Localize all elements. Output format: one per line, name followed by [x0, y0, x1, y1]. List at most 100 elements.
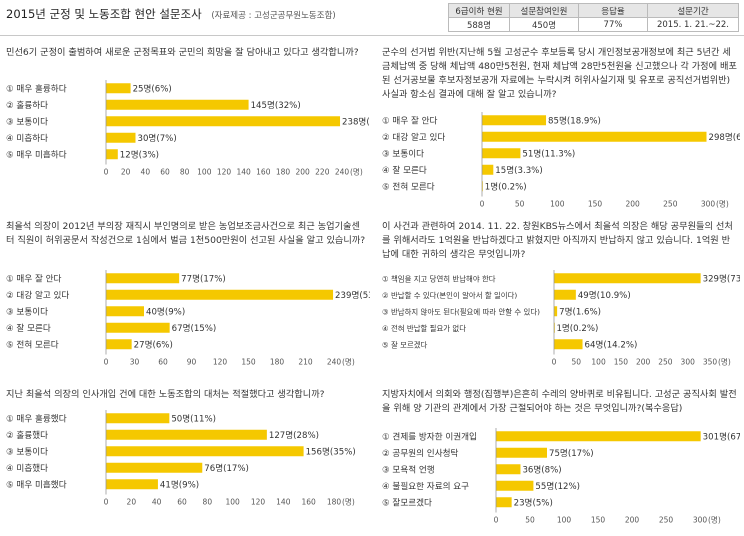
category-label: ① 매우 훌륭하다	[6, 82, 67, 94]
bar	[106, 83, 131, 94]
data-label: 27명(6%)	[134, 339, 173, 350]
bar-chart: ① 매우 잘 안다 77명(17%) ② 대강 알고 있다 239명(53%) ③ 보통…	[6, 270, 385, 367]
data-label: 238명(53%)	[342, 116, 370, 127]
title-text: 2015년 군정 및 노동조합 현안 설문조사	[6, 7, 202, 21]
data-label: 40명(9%)	[146, 306, 185, 317]
question-text: 최을석 의장이 2012년 부의장 재직시 부인명의로 받은 농업보조금사건으로…	[6, 221, 366, 246]
info-value-cell: 2015. 1. 21.~22.	[647, 17, 739, 32]
category-label: ① 매우 잘 안다	[382, 114, 438, 126]
x-tick-label: 200	[626, 200, 641, 209]
data-label: 76명(17%)	[204, 463, 249, 474]
x-tick-label: 80	[203, 498, 213, 507]
category-label: ③ 보통이다	[382, 148, 424, 159]
x-axis-unit: (명)	[716, 199, 729, 209]
bar	[482, 164, 494, 175]
x-tick-label: 90	[187, 358, 197, 367]
data-label: 298명(66.2%)	[708, 132, 740, 143]
category-label: ② 공무원의 인사청탁	[382, 447, 459, 459]
category-label: ③ 반납하지 않아도 된다(필요에 따라 안할 수 있다)	[382, 307, 540, 316]
data-label: 127명(28%)	[269, 430, 319, 441]
x-tick-label: 50	[525, 516, 535, 525]
data-label: 67명(15%)	[172, 323, 217, 334]
category-label: ① 매우 훌륭했다	[6, 412, 67, 424]
bar	[496, 447, 547, 458]
bar-chart: ① 견제를 방자한 이권개입 301명(67%) ② 공무원의 인사청탁 75명(17…	[382, 428, 744, 525]
x-tick-label: 180	[270, 358, 285, 367]
info-header-row: 6급이하 현원 설문참여인원 응답율 설문기간	[448, 3, 739, 18]
bar	[106, 273, 180, 284]
chart-area: ① 책임을 지고 당연히 반납해야 한다 329명(73.1%) ② 반납할 수 있…	[382, 268, 744, 378]
bar	[106, 429, 267, 440]
category-label: ① 견제를 방자한 이권개입	[382, 430, 477, 442]
category-label: ① 책임을 지고 당연히 반납해야 한다	[382, 274, 496, 283]
x-tick-label: 200	[636, 358, 651, 367]
x-tick-label: 240	[335, 168, 350, 177]
x-tick-label: 0	[552, 358, 557, 367]
x-tick-label: 200	[296, 168, 311, 177]
bar-chart: ① 매우 잘 안다 85명(18.9%) ② 대강 알고 있다 298명(66.2%)…	[382, 112, 744, 209]
category-label: ② 훌륭하다	[6, 99, 48, 111]
bar-chart: ① 책임을 지고 당연히 반납해야 한다 329명(73.1%) ② 반납할 수 있…	[382, 270, 744, 367]
bar	[106, 339, 132, 350]
x-tick-label: 0	[104, 358, 109, 367]
category-label: ④ 전혀 반납할 필요가 없다	[382, 324, 466, 333]
data-label: 23명(5%)	[514, 497, 553, 508]
question-text: 지난 최을석 의장의 인사개입 건에 대한 노동조합의 대처는 적절했다고 생각…	[6, 389, 325, 400]
x-tick-label: 300	[681, 358, 696, 367]
x-tick-label: 350	[703, 358, 718, 367]
x-tick-label: 150	[614, 358, 629, 367]
bar	[554, 273, 701, 284]
category-label: ② 대강 알고 있다	[6, 289, 69, 301]
bar	[106, 413, 170, 424]
bar	[554, 339, 583, 350]
survey-panel-3: 최을석 의장이 2012년 부의장 재직시 부인명의로 받은 농업보조금사건으로…	[6, 220, 385, 367]
x-tick-label: 120	[251, 498, 266, 507]
x-tick-label: 100	[550, 200, 565, 209]
bar	[106, 289, 334, 300]
x-tick-label: 100	[197, 168, 212, 177]
category-label: ① 매우 잘 안다	[6, 272, 62, 284]
x-tick-label: 160	[302, 498, 317, 507]
bar	[106, 132, 136, 143]
data-label: 64명(14.2%)	[585, 339, 638, 350]
x-tick-label: 30	[130, 358, 140, 367]
x-tick-label: 100	[591, 358, 606, 367]
x-tick-label: 250	[659, 516, 674, 525]
info-value-cell: 450명	[509, 17, 579, 32]
bar-chart: ① 매우 훌륭하다 25명(6%) ② 훌륭하다 145명(32%) ③ 보통이다 238…	[6, 80, 392, 177]
x-tick-label: 300	[701, 200, 716, 209]
category-label: ④ 불필요한 자료의 요구	[382, 480, 469, 492]
data-label: 239명(53%)	[335, 290, 370, 301]
info-header-cell: 6급이하 현원	[448, 3, 510, 18]
x-tick-label: 50	[515, 200, 525, 209]
data-label: 301명(67%)	[703, 431, 740, 442]
x-tick-label: 240	[327, 358, 342, 367]
chart-area: ① 매우 잘 안다 85명(18.9%) ② 대강 알고 있다 298명(66.2%)…	[382, 110, 744, 220]
category-label: ⑤ 매우 미흡하다	[6, 148, 67, 160]
category-label: ② 훌륭했다	[6, 429, 48, 441]
category-label: ⑤ 매우 미흡했다	[6, 478, 67, 490]
bar	[496, 497, 512, 508]
data-label: 156명(35%)	[306, 446, 356, 457]
chart-area: ① 매우 훌륭하다 25명(6%) ② 훌륭하다 145명(32%) ③ 보통이다 238…	[6, 78, 392, 188]
x-tick-label: 80	[180, 168, 190, 177]
bar	[106, 99, 249, 110]
bar	[106, 149, 118, 160]
chart-area: ① 매우 훌륭했다 50명(11%) ② 훌륭했다 127명(28%) ③ 보통이다 15…	[6, 408, 370, 518]
question-text: 군수의 선거법 위반(지난해 5월 고성군수 후보등록 당시 개인정보공개정보에…	[382, 47, 737, 100]
data-label: 329명(73.1%)	[703, 273, 740, 284]
x-tick-label: 210	[298, 358, 313, 367]
x-tick-label: 20	[127, 498, 137, 507]
x-tick-label: 20	[121, 168, 131, 177]
category-label: ⑤ 잘 모르겠다	[382, 340, 428, 349]
category-label: ③ 보통이다	[6, 306, 48, 317]
bar	[106, 479, 158, 490]
x-tick-label: 100	[557, 516, 572, 525]
bar	[482, 148, 521, 159]
x-tick-label: 180	[276, 168, 291, 177]
x-tick-label: 50	[572, 358, 582, 367]
x-tick-label: 250	[658, 358, 673, 367]
data-label: 25명(6%)	[133, 83, 172, 94]
bar	[106, 462, 203, 473]
bar	[106, 446, 304, 457]
